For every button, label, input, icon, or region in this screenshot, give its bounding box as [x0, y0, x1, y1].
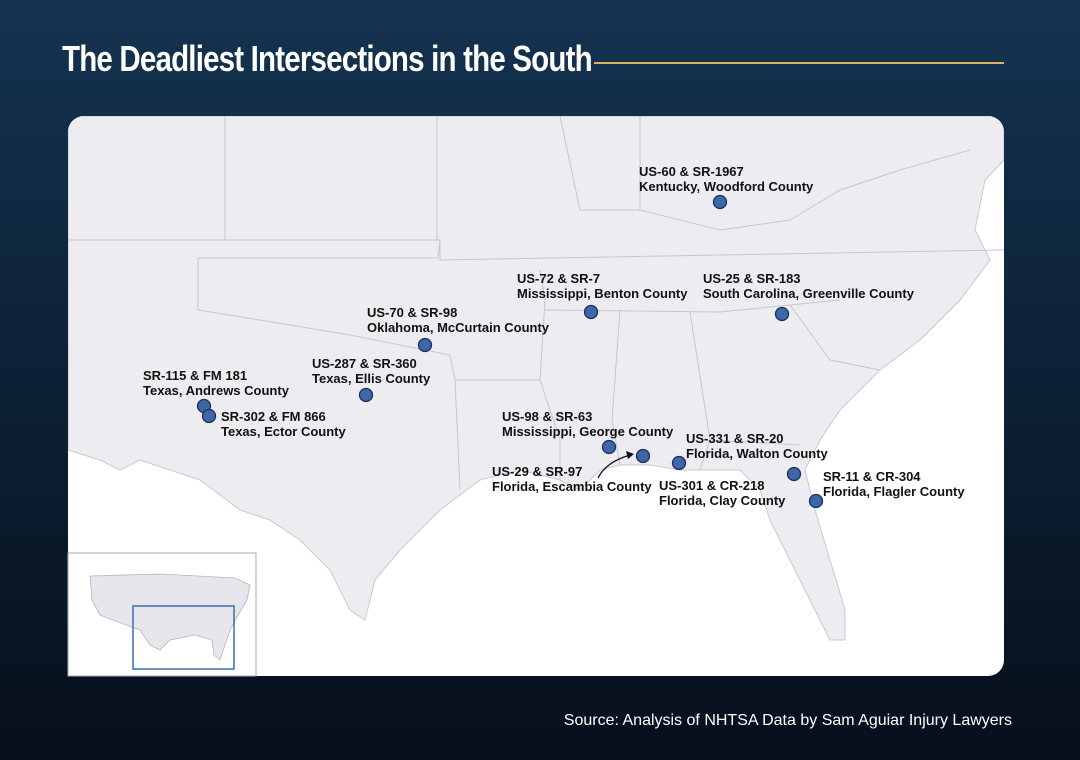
title: The Deadliest Intersections in the South	[62, 38, 593, 79]
location-road: US-72 & SR-7	[517, 271, 600, 286]
location-place: Texas, Ector County	[221, 424, 347, 439]
location-place: South Carolina, Greenville County	[703, 286, 915, 301]
location-road: US-301 & CR-218	[659, 478, 765, 493]
land	[68, 116, 1004, 641]
location-dot	[358, 387, 374, 403]
location-road: US-287 & SR-360	[312, 356, 417, 371]
location-dot	[712, 194, 728, 210]
location-dot	[671, 455, 687, 471]
location-road: SR-302 & FM 866	[221, 409, 326, 424]
location-place: Florida, Walton County	[686, 446, 829, 461]
location-place: Florida, Escambia County	[492, 479, 652, 494]
location-road: US-98 & SR-63	[502, 409, 592, 424]
location-road: US-60 & SR-1967	[639, 164, 744, 179]
location-road: US-331 & SR-20	[686, 431, 784, 446]
location-road: US-70 & SR-98	[367, 305, 457, 320]
location-place: Mississippi, George County	[502, 424, 674, 439]
location-road: US-29 & SR-97	[492, 464, 582, 479]
location-place: Texas, Andrews County	[143, 383, 290, 398]
location-place: Mississippi, Benton County	[517, 286, 688, 301]
location-dot	[774, 306, 790, 322]
location-road: US-25 & SR-183	[703, 271, 801, 286]
location-dot	[601, 439, 617, 455]
location-place: Texas, Ellis County	[312, 371, 431, 386]
location-place: Kentucky, Woodford County	[639, 179, 814, 194]
title-rule	[594, 62, 1004, 64]
location-dot	[583, 304, 599, 320]
location-place: Florida, Clay County	[659, 493, 786, 508]
location-dot	[635, 448, 651, 464]
location-dot	[417, 337, 433, 353]
location-dot	[808, 493, 824, 509]
location-road: SR-11 & CR-304	[823, 469, 921, 484]
pointer-arrow	[597, 454, 631, 479]
pointer-arrowhead	[626, 451, 634, 459]
location-road: SR-115 & FM 181	[143, 368, 247, 383]
location-dot	[786, 466, 802, 482]
location-place: Oklahoma, McCurtain County	[367, 320, 550, 335]
inset-map	[67, 552, 257, 677]
location-dot	[201, 408, 217, 424]
source: Source: Analysis of NHTSA Data by Sam Ag…	[563, 712, 1012, 729]
location-place: Florida, Flagler County	[823, 484, 965, 499]
